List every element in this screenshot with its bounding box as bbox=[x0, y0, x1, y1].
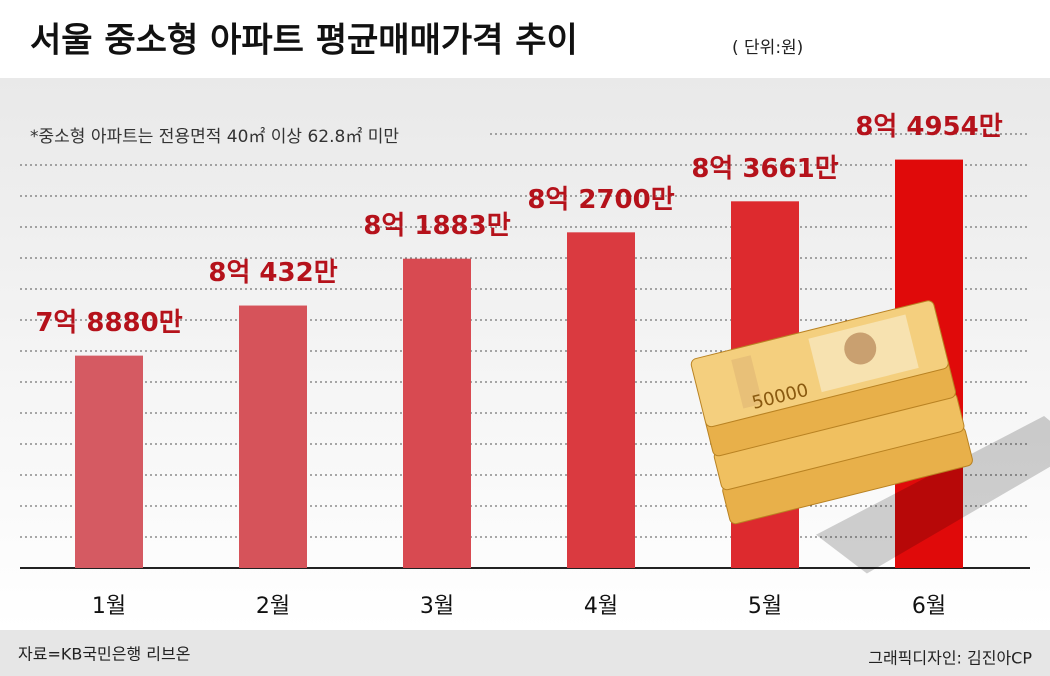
bar bbox=[403, 258, 471, 568]
footer-band bbox=[0, 630, 1050, 676]
x-tick-label: 6월 bbox=[912, 594, 946, 619]
value-label: 8억 4954만 bbox=[855, 112, 1002, 142]
value-label: 8억 1883만 bbox=[363, 211, 510, 241]
x-tick-label: 3월 bbox=[420, 594, 454, 619]
chart-title: 서울 중소형 아파트 평균매매가격 추이 bbox=[30, 21, 578, 61]
subtitle: *중소형 아파트는 전용면적 40㎡ 이상 62.8㎡ 미만 bbox=[30, 127, 399, 147]
x-tick-label: 2월 bbox=[256, 594, 290, 619]
x-tick-label: 1월 bbox=[92, 594, 126, 619]
value-label: 8억 2700만 bbox=[527, 185, 674, 215]
value-label: 8억 3661만 bbox=[691, 154, 838, 184]
money-illustration: 50000 bbox=[690, 300, 1050, 574]
bar bbox=[567, 232, 635, 568]
bar bbox=[239, 305, 307, 568]
x-tick-label: 4월 bbox=[584, 594, 618, 619]
marks: 7억 8880만 1월 8억 432만 2월 8억 1883만 3월 8억 2700만 4월 8… bbox=[35, 112, 1002, 619]
value-label: 7억 8880만 bbox=[35, 308, 182, 338]
source: 자료=KB국민은행 리브온 bbox=[18, 645, 190, 664]
value-label: 8억 432만 bbox=[208, 258, 337, 288]
credit: 그래픽디자인: 김진아CP bbox=[868, 649, 1032, 668]
bar bbox=[75, 355, 143, 568]
unit-note: ( 단위:원) bbox=[732, 38, 803, 58]
x-tick-label: 5월 bbox=[748, 594, 782, 619]
